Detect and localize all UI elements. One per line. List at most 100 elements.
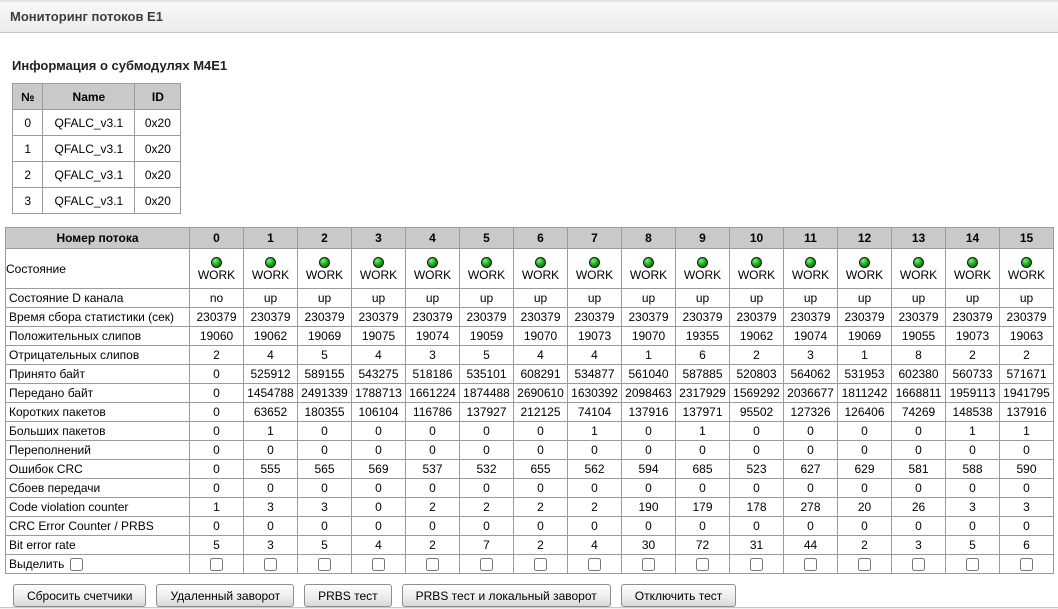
counter-value: 19059 [459, 326, 514, 346]
counter-value: 565 [297, 459, 352, 479]
counter-value: 1 [189, 497, 244, 517]
counter-value: 1788713 [351, 383, 406, 403]
counter-value: 0 [243, 478, 298, 498]
select-row: Выделить [5, 554, 1054, 574]
submodules-table: № Name ID 0 QFALC_v3.1 0x20 1 QFALC_v3.1 0x20 2 Q… [11, 83, 182, 214]
select-stream-checkbox[interactable] [372, 558, 385, 572]
counter-value: 230379 [567, 307, 622, 327]
counter-value: 1630392 [567, 383, 622, 403]
counter-value: 588 [945, 459, 1000, 479]
submodule-row: 2 QFALC_v3.1 0x20 [11, 161, 182, 188]
select-stream-checkbox[interactable] [426, 558, 439, 572]
select-stream-cell [567, 554, 622, 574]
counter-value: 8 [891, 345, 946, 365]
counter-value: 2 [945, 345, 1000, 365]
prbs-and-local-loopback-button[interactable]: PRBS тест и локальный заворот [401, 584, 611, 607]
stream-status-cell: WORK [297, 248, 352, 289]
stream-status-cell: WORK [837, 248, 892, 289]
stream-column-header: 10 [729, 227, 784, 249]
counter-value: 0 [837, 421, 892, 441]
counter-value: 0 [243, 516, 298, 536]
select-stream-checkbox[interactable] [858, 558, 871, 572]
counter-value: 230379 [783, 307, 838, 327]
select-stream-checkbox[interactable] [588, 558, 601, 572]
counter-value: 1 [675, 421, 730, 441]
select-stream-checkbox[interactable] [750, 558, 763, 572]
select-stream-checkbox[interactable] [696, 558, 709, 572]
select-stream-checkbox[interactable] [642, 558, 655, 572]
counter-value: 3 [243, 497, 298, 517]
select-stream-checkbox[interactable] [264, 558, 277, 572]
status-led-icon [427, 257, 438, 269]
select-stream-checkbox[interactable] [534, 558, 547, 572]
disable-test-button[interactable]: Отключить тест [620, 584, 737, 607]
counter-value: 1941795 [999, 383, 1054, 403]
counter-value: 0 [783, 478, 838, 498]
select-stream-checkbox[interactable] [480, 558, 493, 572]
counter-value: 0 [567, 440, 622, 460]
counter-value: 0 [351, 478, 406, 498]
counter-value: 0 [891, 478, 946, 498]
counter-value: 26 [891, 497, 946, 517]
counter-value: 0 [297, 440, 352, 460]
counter-value: 520803 [729, 364, 784, 384]
counter-value: 4 [567, 535, 622, 555]
stream-column-header: 6 [513, 227, 568, 249]
status-led-icon [859, 257, 870, 269]
status-led-icon [481, 257, 492, 269]
stream-status-cell: WORK [621, 248, 676, 289]
counter-value: 0 [189, 459, 244, 479]
status-led-icon [967, 257, 978, 269]
counter-value: 72 [675, 535, 730, 555]
reset-counters-button[interactable]: Сбросить счетчики [13, 584, 147, 607]
counter-value: 19073 [567, 326, 622, 346]
counter-value: 2 [567, 497, 622, 517]
counter-value: 137971 [675, 402, 730, 422]
select-stream-checkbox[interactable] [318, 558, 331, 572]
select-stream-checkbox[interactable] [1020, 558, 1033, 572]
row-label-status: Состояние [5, 248, 190, 289]
counter-value: 0 [459, 440, 514, 460]
counter-value: 19069 [837, 326, 892, 346]
submodule-number: 1 [11, 135, 44, 162]
prbs-test-button[interactable]: PRBS тест [304, 584, 392, 607]
submodule-id: 0x20 [134, 187, 182, 214]
d-channel-value: up [243, 288, 298, 308]
counter-value: 0 [891, 440, 946, 460]
counter-value: 19070 [513, 326, 568, 346]
counter-value: 4 [243, 345, 298, 365]
counter-value: 230379 [405, 307, 460, 327]
counter-value: 190 [621, 497, 676, 517]
remote-loopback-button[interactable]: Удаленный заворот [156, 584, 295, 607]
counter-value: 230379 [891, 307, 946, 327]
status-led-icon [535, 257, 546, 269]
select-stream-checkbox[interactable] [966, 558, 979, 572]
select-stream-cell [189, 554, 244, 574]
counter-value: 0 [783, 516, 838, 536]
submodule-name: QFALC_v3.1 [42, 161, 136, 188]
page-title: Мониторинг потоков E1 [10, 9, 163, 24]
counter-value: 0 [513, 516, 568, 536]
d-channel-value: up [999, 288, 1054, 308]
counter-value: 602380 [891, 364, 946, 384]
status-led-icon [211, 257, 222, 269]
counter-row-label: Ошибок CRC [5, 459, 190, 479]
counter-value: 19070 [621, 326, 676, 346]
counter-value: 685 [675, 459, 730, 479]
counter-value: 0 [567, 478, 622, 498]
counter-value: 5 [189, 535, 244, 555]
stream-column-header: 0 [189, 227, 244, 249]
select-all-checkbox[interactable] [70, 558, 84, 572]
counter-value: 2098463 [621, 383, 676, 403]
counter-value: 230379 [297, 307, 352, 327]
counter-row: Коротких пакетов 0 63652 180355 106104 116786… [5, 402, 1054, 422]
counter-value: 608291 [513, 364, 568, 384]
counter-value: 3 [891, 535, 946, 555]
stream-status-cell: WORK [675, 248, 730, 289]
select-stream-checkbox[interactable] [912, 558, 925, 572]
select-stream-checkbox[interactable] [804, 558, 817, 572]
stream-status-cell: WORK [189, 248, 244, 289]
select-stream-checkbox[interactable] [210, 558, 223, 572]
counter-value: 0 [297, 516, 352, 536]
counter-value: 0 [459, 516, 514, 536]
